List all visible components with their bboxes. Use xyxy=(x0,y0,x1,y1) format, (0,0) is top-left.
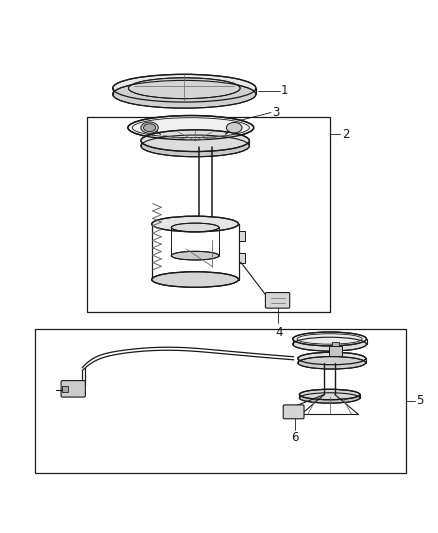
Ellipse shape xyxy=(226,123,242,133)
Bar xyxy=(329,346,342,356)
Ellipse shape xyxy=(144,124,155,132)
Ellipse shape xyxy=(300,393,360,403)
Text: 3: 3 xyxy=(272,106,279,119)
Text: 4: 4 xyxy=(275,326,283,340)
Ellipse shape xyxy=(141,122,158,133)
Bar xyxy=(332,342,339,346)
Ellipse shape xyxy=(152,216,239,232)
Ellipse shape xyxy=(152,272,239,287)
Bar xyxy=(239,253,244,263)
Text: 6: 6 xyxy=(291,431,299,445)
Text: 1: 1 xyxy=(281,84,289,98)
Ellipse shape xyxy=(293,337,367,351)
Bar xyxy=(35,329,406,473)
Ellipse shape xyxy=(300,389,360,400)
Bar xyxy=(87,117,330,312)
Ellipse shape xyxy=(171,252,219,260)
Text: 2: 2 xyxy=(342,128,349,141)
Bar xyxy=(62,386,68,392)
Bar xyxy=(239,231,244,241)
Ellipse shape xyxy=(128,116,254,140)
Ellipse shape xyxy=(171,223,219,232)
Ellipse shape xyxy=(298,357,366,369)
Ellipse shape xyxy=(113,74,256,102)
FancyBboxPatch shape xyxy=(283,405,304,419)
Ellipse shape xyxy=(128,78,240,99)
FancyBboxPatch shape xyxy=(61,381,85,397)
Ellipse shape xyxy=(141,135,249,157)
FancyBboxPatch shape xyxy=(265,293,290,308)
Ellipse shape xyxy=(113,80,256,108)
Ellipse shape xyxy=(141,130,249,151)
Ellipse shape xyxy=(298,352,366,365)
Text: 5: 5 xyxy=(417,394,424,408)
Ellipse shape xyxy=(293,332,367,346)
